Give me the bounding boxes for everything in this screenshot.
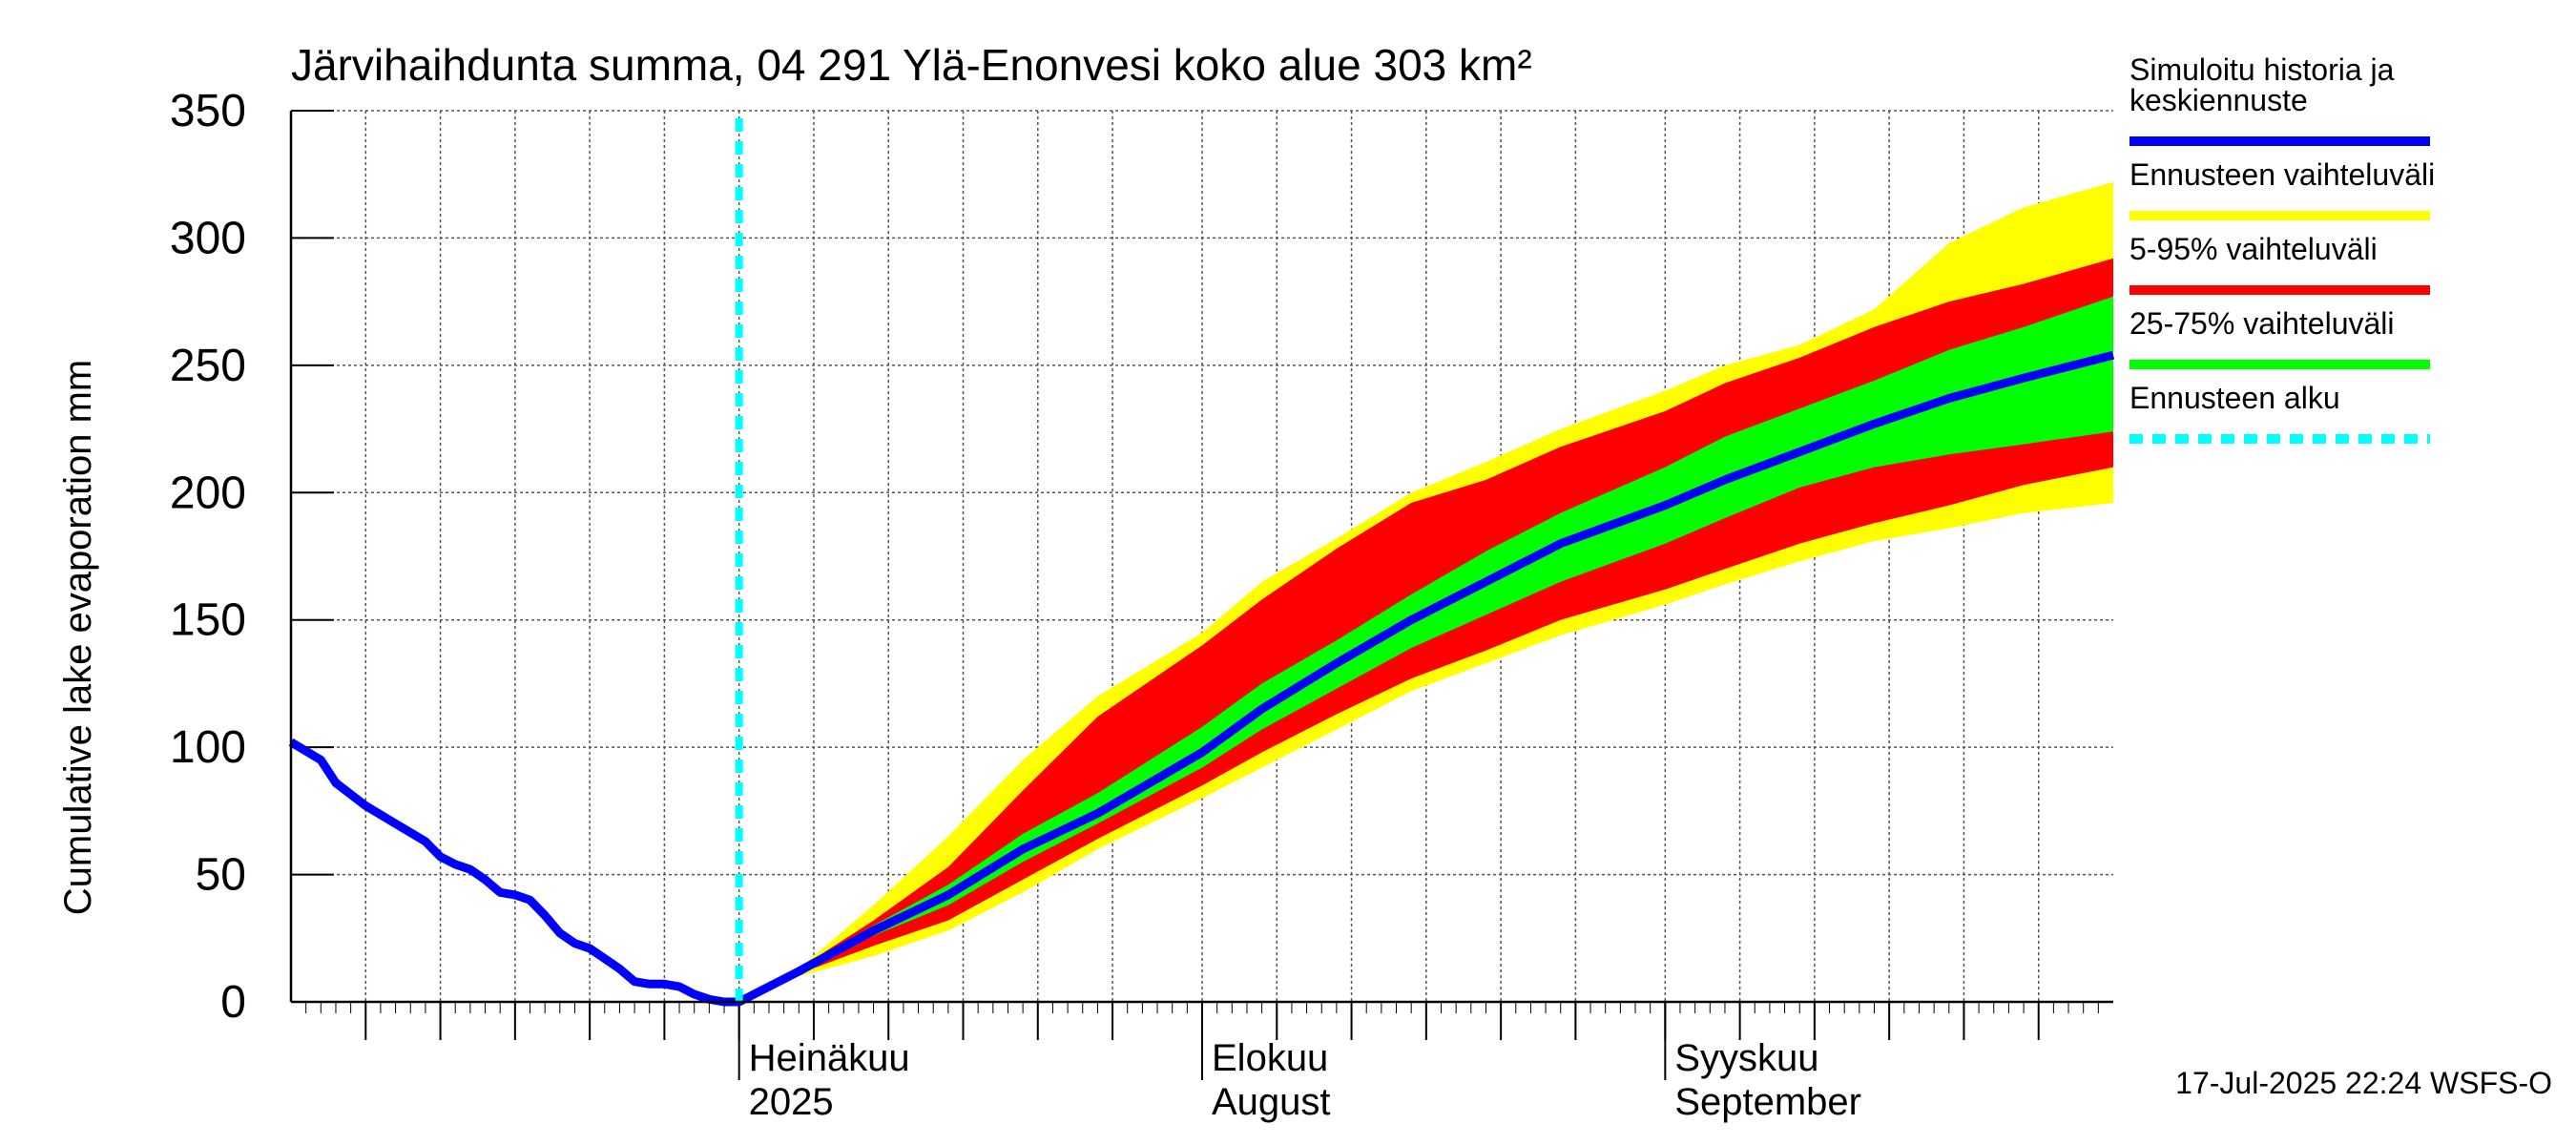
x-month-label: Syyskuu	[1674, 1037, 1818, 1079]
y-tick-label: 150	[170, 595, 246, 646]
median-series-line	[288, 350, 2115, 1007]
x-month-label: Elokuu	[1212, 1037, 1328, 1079]
x-year-label: September	[1674, 1081, 1861, 1123]
p25-p75-band	[738, 296, 2114, 1002]
y-tick-label: 0	[220, 977, 246, 1028]
timestamp-footer: 17-Jul-2025 22:24 WSFS-O	[2175, 1066, 2552, 1100]
legend-label: 5-95% vaihteluväli	[2129, 232, 2378, 266]
x-month-label: Heinäkuu	[749, 1037, 910, 1079]
x-year-label: August	[1212, 1081, 1331, 1123]
legend-label: Ennusteen alku	[2129, 381, 2340, 415]
y-tick-label: 300	[170, 213, 246, 263]
y-tick-label: 200	[170, 468, 246, 518]
legend-label: keskiennuste	[2129, 83, 2308, 117]
y-tick-label: 100	[170, 722, 246, 773]
legend-label: 25-75% vaihteluväli	[2129, 306, 2395, 341]
x-year-label: 2025	[749, 1081, 834, 1123]
legend-label: Simuloitu historia ja	[2129, 52, 2395, 87]
chart-title: Järvihaihdunta summa, 04 291 Ylä-Enonves…	[291, 40, 1532, 90]
y-tick-label: 350	[170, 86, 246, 136]
legend-label: Ennusteen vaihteluväli	[2129, 157, 2435, 192]
y-tick-label: 50	[196, 850, 246, 901]
y-axis-label: Cumulative lake evaporation mm	[57, 360, 99, 915]
y-tick-label: 250	[170, 341, 246, 391]
